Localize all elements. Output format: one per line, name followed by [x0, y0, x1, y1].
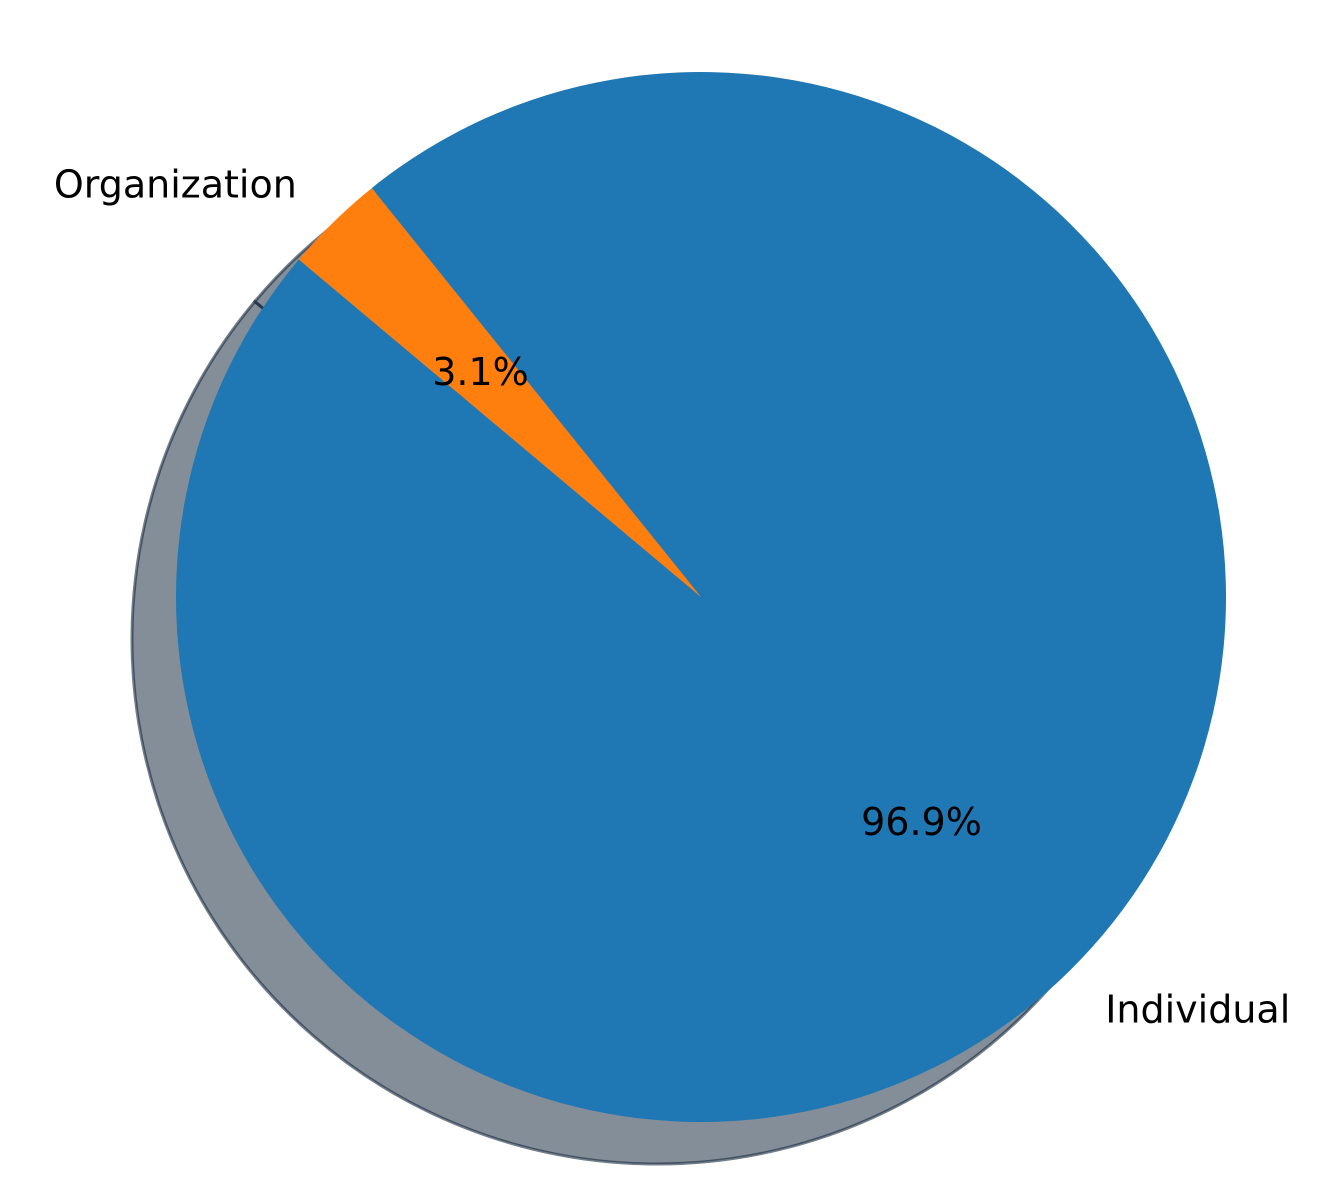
slice-percent-individual: 96.9%: [861, 800, 982, 844]
slice-label-organization: Organization: [54, 163, 297, 207]
pie-labels: Individual 96.9% Organization 3.1%: [54, 163, 1290, 1032]
slice-individual: [176, 72, 1227, 1123]
slice-label-individual: Individual: [1105, 987, 1290, 1031]
slice-percent-organization: 3.1%: [432, 350, 529, 394]
slice-organization: [298, 188, 701, 597]
pie-slices: [176, 72, 1227, 1123]
